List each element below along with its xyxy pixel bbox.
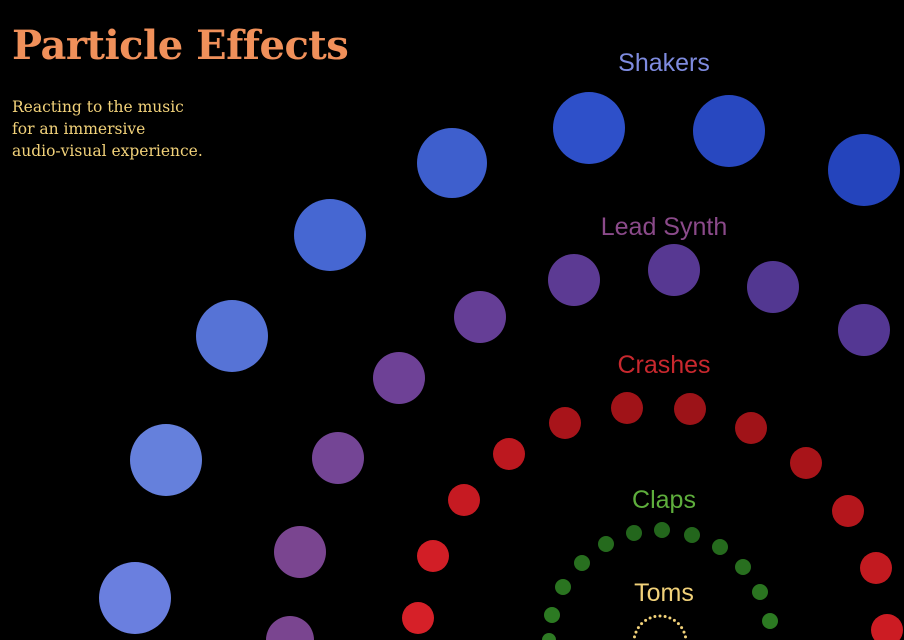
particle — [553, 92, 625, 164]
particle — [633, 635, 636, 639]
particle — [871, 614, 903, 640]
particle — [747, 261, 799, 313]
particle — [672, 618, 676, 622]
page-title: Particle Effects — [12, 22, 349, 69]
particle — [266, 616, 314, 640]
particle — [668, 616, 672, 620]
particle — [860, 552, 892, 584]
particle — [658, 614, 662, 618]
particle — [544, 607, 560, 623]
ring-label-shakers: Shakers — [618, 49, 710, 77]
particle — [684, 527, 700, 543]
particle — [648, 616, 652, 620]
particle — [634, 630, 638, 634]
particle — [693, 95, 765, 167]
ring-claps — [542, 522, 778, 640]
ring-label-toms: Toms — [634, 579, 694, 607]
particle — [832, 495, 864, 527]
particle — [654, 522, 670, 538]
page-subtitle: Reacting to the music for an immersive a… — [12, 96, 203, 162]
particle — [636, 626, 640, 630]
ring-label-lead-synth: Lead Synth — [601, 213, 728, 241]
particle — [663, 615, 667, 618]
particle — [549, 407, 581, 439]
particle — [402, 602, 434, 634]
particle — [653, 615, 657, 618]
particle — [674, 393, 706, 425]
particle — [294, 199, 366, 271]
particle — [790, 447, 822, 479]
particle — [684, 635, 687, 639]
particle — [676, 622, 680, 626]
particle — [274, 526, 326, 578]
particle — [493, 438, 525, 470]
particle — [735, 559, 751, 575]
particle — [626, 525, 642, 541]
particle — [648, 244, 700, 296]
particle — [752, 584, 768, 600]
ring-shakers — [99, 92, 900, 634]
particle — [735, 412, 767, 444]
particle — [542, 633, 556, 640]
particle — [712, 539, 728, 555]
ring-label-crashes: Crashes — [617, 351, 710, 379]
particle — [548, 254, 600, 306]
particle — [574, 555, 590, 571]
particle — [555, 579, 571, 595]
subtitle-line: for an immersive — [12, 120, 146, 138]
ring-label-claps: Claps — [632, 486, 696, 514]
particle — [448, 484, 480, 516]
particle — [454, 291, 506, 343]
particle — [762, 613, 778, 629]
particle — [417, 128, 487, 198]
particle — [373, 352, 425, 404]
particle — [196, 300, 268, 372]
particle — [130, 424, 202, 496]
particle — [680, 626, 684, 630]
particle — [644, 618, 648, 622]
particle — [682, 630, 686, 634]
particle — [312, 432, 364, 484]
ring-crashes — [402, 392, 903, 640]
ring-toms — [633, 614, 687, 639]
particle — [611, 392, 643, 424]
particle — [417, 540, 449, 572]
particle — [598, 536, 614, 552]
subtitle-line: Reacting to the music — [12, 98, 184, 116]
particle — [838, 304, 890, 356]
subtitle-line: audio-visual experience. — [12, 142, 203, 160]
particle — [828, 134, 900, 206]
ring-lead-synth — [266, 244, 890, 640]
particle — [99, 562, 171, 634]
particle — [640, 622, 644, 626]
